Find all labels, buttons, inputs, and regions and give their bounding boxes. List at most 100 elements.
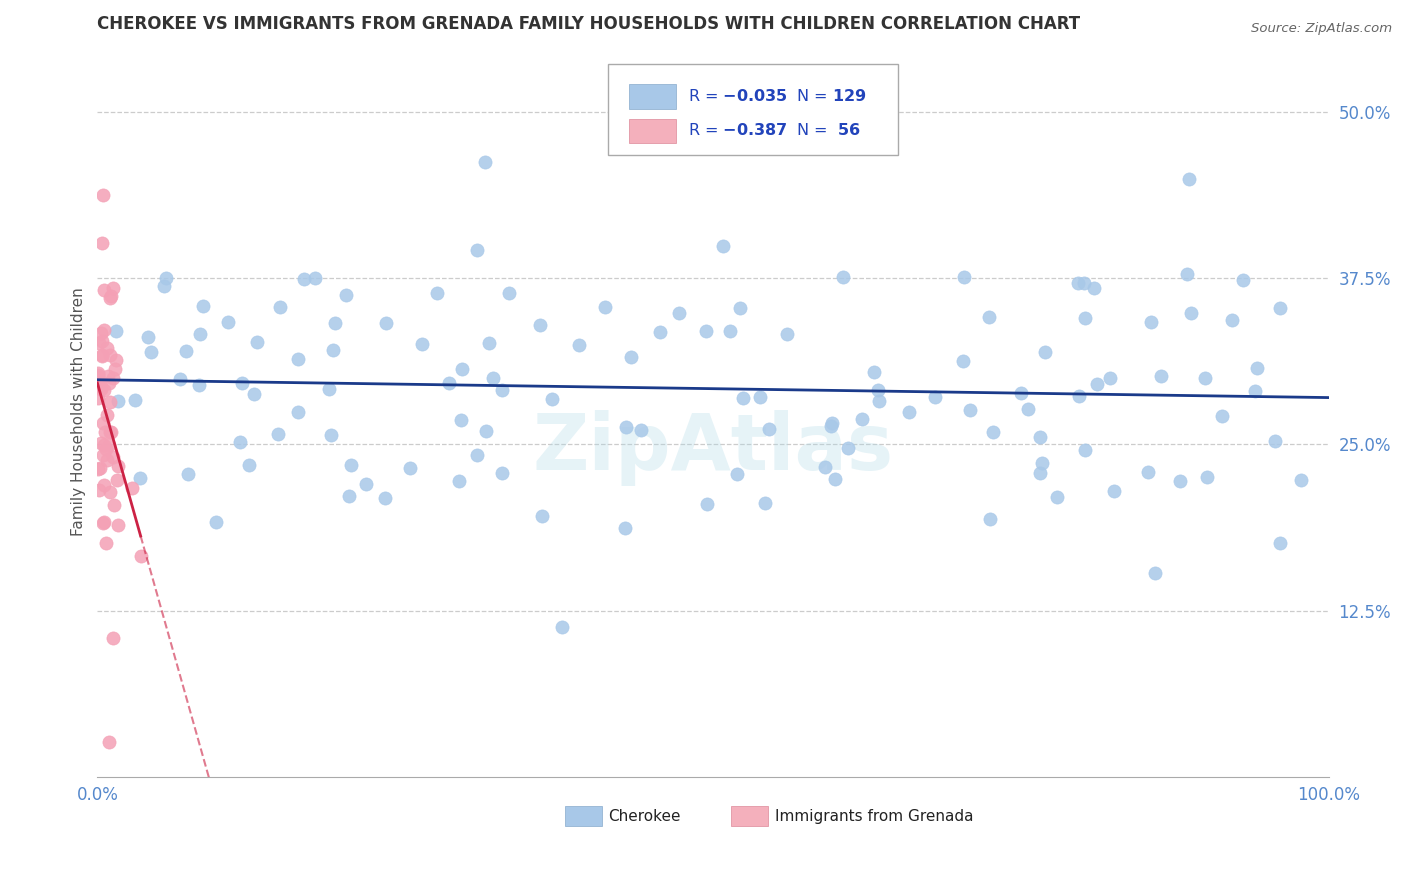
- Point: [1150, 368, 1173, 383]
- Point: [188, 378, 211, 392]
- Point: [531, 509, 554, 524]
- Point: [243, 387, 266, 401]
- Point: [96, 341, 118, 355]
- Point: [101, 371, 124, 385]
- Point: [287, 405, 309, 419]
- Point: [979, 512, 1001, 526]
- Point: [90, 380, 112, 394]
- Point: [696, 497, 718, 511]
- Point: [98, 437, 121, 451]
- Point: [91, 349, 114, 363]
- Point: [776, 326, 799, 341]
- Point: [169, 372, 191, 386]
- Bar: [565, 806, 602, 827]
- Point: [1074, 311, 1097, 326]
- Point: [630, 423, 652, 437]
- Point: [1246, 361, 1268, 376]
- Point: [176, 344, 198, 359]
- Point: [98, 291, 121, 305]
- Point: [824, 472, 846, 486]
- Point: [100, 289, 122, 303]
- Point: [98, 425, 121, 440]
- Point: [129, 549, 152, 563]
- Point: [155, 271, 177, 285]
- Text: Cherokee: Cherokee: [609, 809, 681, 823]
- Point: [89, 461, 111, 475]
- Point: [1194, 371, 1216, 385]
- Point: [94, 535, 117, 549]
- Point: [129, 471, 152, 485]
- Point: [1083, 281, 1105, 295]
- Point: [107, 459, 129, 474]
- Point: [238, 458, 260, 472]
- Text: R = $\mathbf{-0.387}$  N =  $\mathbf{56}$: R = $\mathbf{-0.387}$ N = $\mathbf{56}$: [689, 122, 862, 138]
- Point: [498, 286, 520, 301]
- Point: [90, 326, 112, 341]
- Bar: [731, 806, 769, 827]
- Point: [90, 348, 112, 362]
- Point: [981, 425, 1004, 439]
- Point: [450, 413, 472, 427]
- Point: [354, 476, 377, 491]
- Point: [540, 392, 562, 406]
- Point: [898, 405, 921, 419]
- Point: [482, 371, 505, 385]
- Point: [648, 325, 671, 339]
- Point: [1168, 474, 1191, 488]
- Point: [1264, 434, 1286, 448]
- Point: [614, 420, 637, 434]
- FancyBboxPatch shape: [609, 64, 897, 155]
- Point: [93, 384, 115, 398]
- Point: [399, 460, 422, 475]
- Point: [319, 428, 342, 442]
- Point: [718, 324, 741, 338]
- Point: [97, 376, 120, 391]
- Point: [246, 334, 269, 349]
- Y-axis label: Family Households with Children: Family Households with Children: [72, 287, 86, 535]
- Point: [323, 316, 346, 330]
- Point: [91, 516, 114, 531]
- Text: ZipAtlas: ZipAtlas: [533, 409, 894, 486]
- Point: [93, 438, 115, 452]
- Point: [953, 269, 976, 284]
- Point: [449, 474, 471, 488]
- Point: [550, 620, 572, 634]
- Point: [620, 350, 643, 364]
- Point: [105, 473, 128, 487]
- Point: [465, 448, 488, 462]
- Point: [754, 496, 776, 510]
- Point: [474, 154, 496, 169]
- Point: [1033, 345, 1056, 359]
- Point: [1017, 401, 1039, 416]
- Point: [287, 351, 309, 366]
- Point: [952, 354, 974, 368]
- Point: [91, 449, 114, 463]
- Point: [304, 270, 326, 285]
- Point: [94, 425, 117, 439]
- Point: [1074, 443, 1097, 458]
- Point: [322, 343, 344, 357]
- Point: [1195, 470, 1218, 484]
- Point: [89, 377, 111, 392]
- Point: [374, 316, 396, 330]
- Point: [93, 284, 115, 298]
- Point: [1137, 465, 1160, 479]
- Point: [863, 365, 886, 379]
- Point: [335, 288, 357, 302]
- Point: [87, 462, 110, 476]
- Point: [1102, 483, 1125, 498]
- Point: [269, 300, 291, 314]
- Point: [87, 366, 110, 380]
- Point: [107, 518, 129, 533]
- Point: [813, 460, 835, 475]
- Point: [1046, 490, 1069, 504]
- Point: [1268, 301, 1291, 315]
- Point: [103, 631, 125, 645]
- Point: [1098, 371, 1121, 385]
- Point: [93, 477, 115, 491]
- Point: [837, 441, 859, 455]
- Point: [1178, 171, 1201, 186]
- Point: [98, 485, 121, 500]
- Bar: [630, 119, 676, 143]
- Point: [98, 735, 121, 749]
